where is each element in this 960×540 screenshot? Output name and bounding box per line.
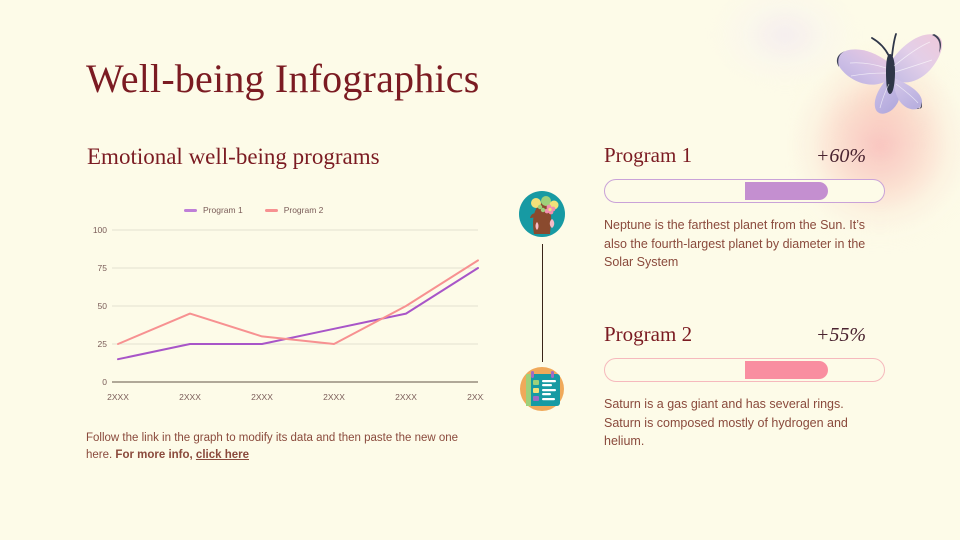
chart-caption: Follow the link in the graph to modify i… [86,430,461,463]
icon-connector-line [542,244,543,362]
legend-swatch-program-1 [184,208,197,212]
legend-label-program-2: Program 2 [283,205,324,215]
legend-label-program-1: Program 1 [203,205,243,215]
svg-text:50: 50 [98,301,108,311]
program-1-description: Neptune is the farthest planet from the … [604,218,866,269]
program-2-percent: +55% [815,324,866,346]
section-subtitle: Emotional well-being programs [87,144,380,169]
svg-text:2XXX: 2XXX [323,392,345,402]
svg-text:2XXX: 2XXX [179,392,201,402]
program-1-progress-fill [744,182,829,200]
caption-bold: For more info, [115,448,196,461]
chart-series-lines [117,259,479,361]
svg-text:25: 25 [98,339,108,349]
chart-gridlines [112,229,478,383]
program-2-progress-bar[interactable] [604,358,885,382]
svg-text:100: 100 [93,225,107,235]
program-2-title: Program 2 [604,322,693,346]
program-1-title: Program 1 [604,143,693,167]
svg-text:2XXX: 2XXX [395,392,417,402]
program-1-header: Program 1 +60% [604,143,894,168]
svg-text:2XXX: 2XXX [251,392,273,402]
line-chart: Program 1 Program 2 0 25 50 75 100 2XXX 2XXX 2… [84,200,484,415]
butterfly-icon [836,33,943,114]
caption-link[interactable]: click here [195,448,249,461]
program-2-description: Saturn is a gas giant and has several ri… [604,397,848,448]
page-title: Well-being Infographics [86,56,480,101]
head-with-flowers-icon [519,191,565,237]
svg-text:2XXX: 2XXX [467,392,484,402]
clipboard-checklist-icon [520,367,564,411]
svg-text:2XXX: 2XXX [107,392,129,402]
legend-swatch-program-2 [264,208,278,212]
program-1-percent: +60% [815,145,866,167]
program-2-header: Program 2 +55% [604,322,894,347]
program-2-progress-fill [744,361,829,379]
chart-legend: Program 1 Program 2 [184,205,323,215]
program-1-progress-bar[interactable] [604,179,885,203]
svg-text:0: 0 [102,377,107,387]
chart-plot: 0 25 50 75 100 2XXX 2XXX 2XXX 2XXX 2XXX 2XXX [93,225,484,402]
legend-item-program-1: Program 1 [184,205,243,215]
chart-y-axis-labels: 0 25 50 75 100 [93,225,107,387]
svg-text:75: 75 [98,263,108,273]
program-panel-2: Program 2 +55% Saturn is a gas giant and… [604,322,894,451]
chart-x-axis-labels: 2XXX 2XXX 2XXX 2XXX 2XXX 2XXX [107,392,484,402]
program-panel-1: Program 1 +60% Neptune is the farthest p… [604,143,894,272]
legend-item-program-2: Program 2 [264,205,324,215]
caption-lead: Follow the link in the graph to modify i… [86,432,459,461]
